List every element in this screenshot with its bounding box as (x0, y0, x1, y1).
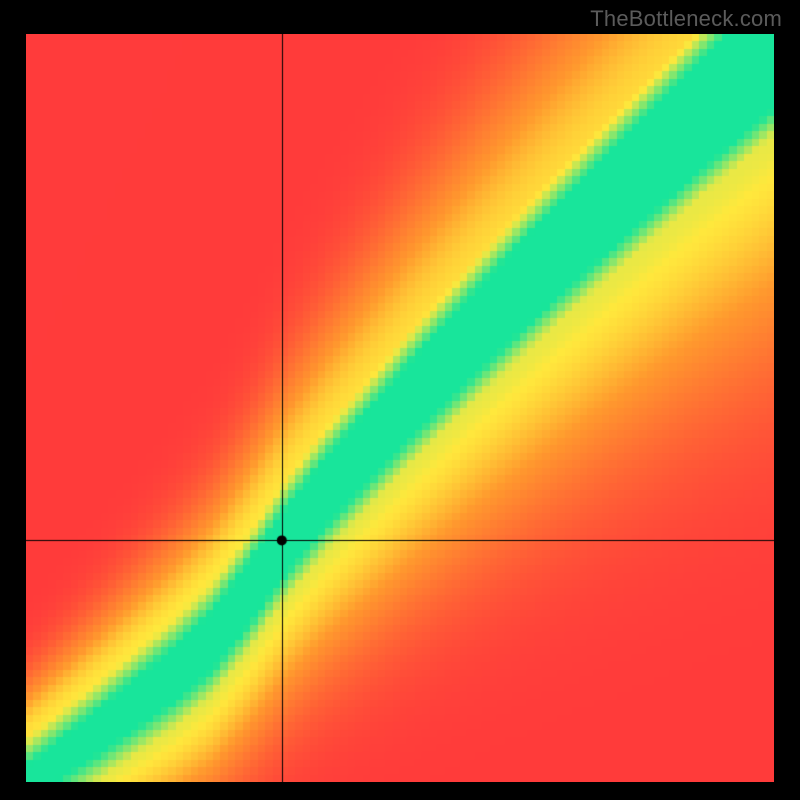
chart-container: { "watermark": "TheBottleneck.com", "cha… (0, 0, 800, 800)
watermark-text: TheBottleneck.com (590, 6, 782, 32)
heatmap-canvas (26, 34, 774, 782)
